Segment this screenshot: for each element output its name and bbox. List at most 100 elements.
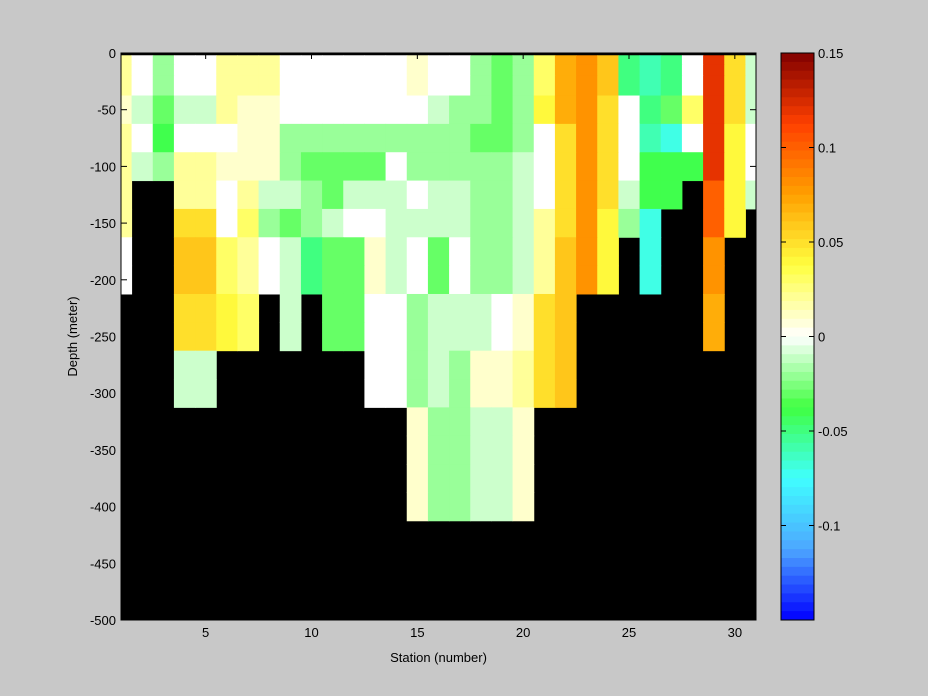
heatmap-cell: [195, 237, 217, 267]
heatmap-cell: [279, 265, 302, 295]
colorbar-segment: [781, 487, 814, 497]
heatmap-cell: [385, 265, 408, 295]
heatmap-cell: [237, 55, 260, 65]
heatmap-cell: [258, 64, 281, 77]
heatmap-cell: [195, 322, 217, 352]
colorbar-segment: [781, 301, 814, 311]
heatmap-cell: [639, 208, 662, 238]
colorbar-segment: [781, 70, 814, 81]
y-tick-label: -300: [90, 386, 116, 401]
heatmap-cell: [533, 123, 556, 153]
heatmap-cell: [173, 237, 196, 267]
y-tick-label: -200: [90, 273, 116, 288]
x-tick-label: 10: [304, 625, 318, 640]
heatmap-cell: [131, 152, 154, 182]
heatmap-cell: [618, 75, 641, 97]
x-tick-label: 15: [410, 625, 424, 640]
heatmap-cell: [660, 152, 683, 182]
colorbar-segment: [781, 159, 814, 169]
heatmap-cell: [512, 75, 535, 97]
heatmap-cell: [279, 75, 302, 97]
heatmap-cell: [554, 123, 577, 153]
heatmap-cell: [427, 350, 450, 380]
heatmap-cell: [449, 237, 471, 267]
heatmap-cell: [195, 152, 217, 182]
heatmap-cell: [131, 75, 154, 97]
heatmap-cell: [512, 379, 535, 408]
heatmap-cell: [173, 208, 196, 238]
heatmap-cell: [427, 265, 450, 295]
heatmap-cell: [173, 75, 196, 97]
heatmap-cell: [427, 64, 450, 77]
heatmap-cell: [681, 95, 704, 125]
heatmap-cell: [343, 95, 365, 125]
heatmap-cell: [554, 152, 577, 182]
colorbar-segment: [781, 221, 814, 231]
heatmap-cell: [703, 75, 725, 97]
heatmap-cell: [724, 152, 746, 182]
heatmap-cell: [406, 237, 429, 267]
heatmap-cell: [343, 152, 365, 182]
colorbar-segment: [781, 309, 814, 320]
heatmap-cell: [406, 492, 429, 522]
heatmap-cell: [364, 152, 387, 182]
colorbar-segment: [781, 451, 814, 462]
heatmap-cell: [470, 464, 492, 493]
heatmap-cell: [639, 180, 662, 210]
heatmap-cell: [554, 293, 577, 323]
heatmap-cell: [533, 293, 556, 323]
heatmap-cell: [195, 123, 217, 153]
heatmap-cell: [597, 237, 619, 267]
colorbar-segment: [781, 549, 814, 559]
heatmap-cell: [512, 265, 535, 295]
heatmap-cell: [300, 265, 323, 295]
heatmap-cell: [512, 208, 535, 238]
heatmap-cell: [554, 95, 577, 125]
heatmap-cell: [681, 152, 704, 182]
heatmap-cell: [703, 180, 725, 210]
heatmap-cell: [618, 95, 641, 125]
colorbar-segment: [781, 398, 814, 408]
heatmap-cell: [512, 293, 535, 323]
colorbar-segment: [781, 531, 814, 541]
heatmap-cell: [449, 152, 471, 182]
heatmap-cell: [258, 95, 281, 125]
heatmap-cell: [427, 75, 450, 97]
heatmap-cell: [364, 180, 387, 210]
heatmap-cell: [533, 180, 556, 210]
x-tick-label: 30: [728, 625, 742, 640]
heatmap-cell: [745, 75, 757, 97]
heatmap-cell: [279, 64, 302, 77]
heatmap-cell: [216, 208, 238, 238]
heatmap-cell: [491, 265, 514, 295]
heatmap-cell: [343, 55, 365, 65]
heatmap-cell: [364, 75, 387, 97]
heatmap-cell: [216, 293, 238, 323]
heatmap-cell: [576, 95, 598, 125]
heatmap-cell: [512, 152, 535, 182]
heatmap-cell: [512, 464, 535, 493]
y-axis-ticks: 0 -50 -100 -150 -200 -250 -300 -350 -400 -450 -500: [90, 46, 756, 628]
heatmap-cell: [639, 55, 662, 65]
heatmap-cell: [724, 75, 746, 97]
heatmap-cell: [152, 75, 175, 97]
heatmap-cell: [618, 123, 641, 153]
heatmap-cell: [618, 55, 641, 65]
heatmap-cell: [449, 265, 471, 295]
colorbar-segment: [781, 469, 814, 479]
heatmap-cell: [512, 492, 535, 522]
heatmap-cell: [406, 208, 429, 238]
y-tick-label: -100: [90, 159, 116, 174]
heatmap-cell: [406, 464, 429, 493]
heatmap-cell: [533, 379, 556, 408]
heatmap-cell: [533, 95, 556, 125]
heatmap-cell: [512, 322, 535, 352]
heatmap-cell: [385, 208, 408, 238]
colorbar-segment: [781, 256, 814, 267]
heatmap-cell: [681, 55, 704, 65]
heatmap-cell: [533, 75, 556, 97]
heatmap-cell: [300, 208, 323, 238]
heatmap-cell: [491, 95, 514, 125]
y-tick-label: -150: [90, 216, 116, 231]
heatmap-cell: [343, 293, 365, 323]
